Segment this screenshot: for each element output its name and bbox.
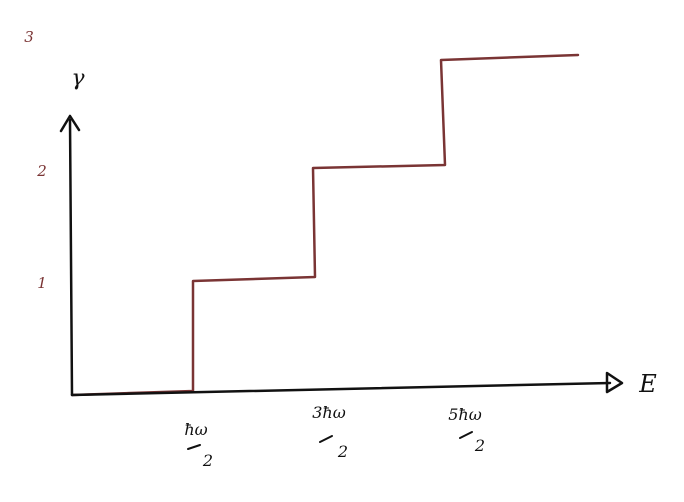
x-tick-label-3-hbar-omega-over-2: 3ħω 2	[312, 403, 348, 461]
y-tick-label-1: 1	[37, 274, 47, 292]
step-function-line	[70, 53, 580, 397]
x-tick-denominator: 2	[202, 451, 213, 470]
y-axis-arrow-icon	[59, 114, 81, 133]
x-tick-denominator: 2	[474, 436, 485, 455]
fraction-bar	[187, 444, 201, 450]
y-axis-label: γ	[71, 66, 85, 91]
y-tick-label-3: 3	[24, 28, 34, 46]
x-axis-label: E	[638, 370, 657, 398]
x-tick-numerator: 3ħω	[312, 403, 346, 422]
fraction-bar	[319, 435, 333, 443]
x-tick-label-5-hbar-omega-over-2: 5ħω 2	[448, 405, 485, 455]
x-tick-numerator: 5ħω	[448, 405, 482, 424]
y-tick-label-2: 2	[36, 162, 47, 180]
y-axis-line	[68, 118, 74, 397]
x-axis-line	[70, 381, 612, 397]
x-axis-arrow-icon	[605, 371, 624, 394]
x-tick-denominator: 2	[337, 442, 348, 461]
fraction-bar	[459, 431, 473, 439]
x-tick-label-hbar-omega-over-2: ħω 2	[184, 420, 213, 470]
x-tick-numerator: ħω	[184, 420, 207, 439]
